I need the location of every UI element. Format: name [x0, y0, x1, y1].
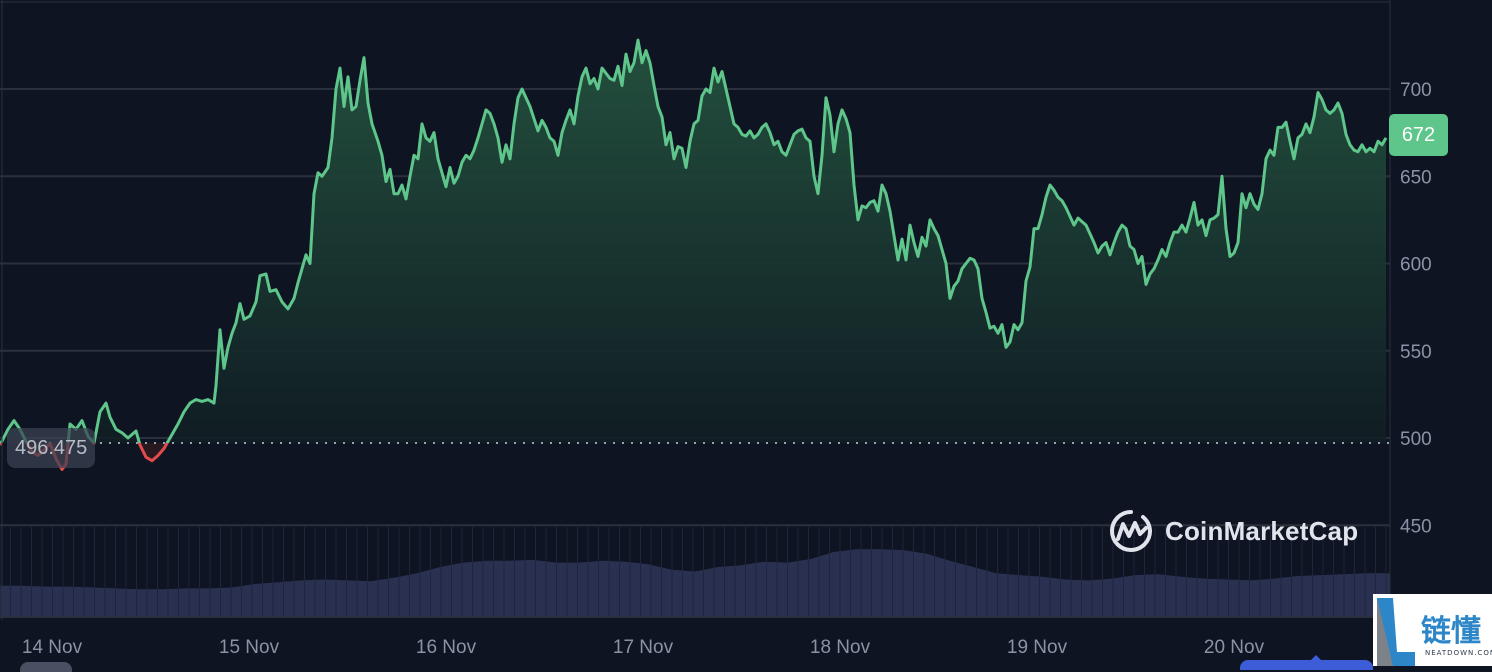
baseline-value-tag: 496.475	[7, 428, 96, 468]
y-tick-label: 550	[1400, 342, 1432, 363]
y-tick-label: 500	[1400, 429, 1432, 450]
volume-bars	[0, 527, 1390, 616]
watermark-text: CoinMarketCap	[1165, 515, 1359, 546]
price-area	[0, 40, 1386, 470]
current-price-tag: 672	[1389, 114, 1448, 156]
y-tick-label: 700	[1400, 80, 1432, 101]
x-tick-label: 15 Nov	[219, 637, 280, 658]
y-tick-label: 450	[1400, 516, 1432, 537]
neatdown-logo: 链懂 NEATDOWN.COM	[1373, 594, 1492, 666]
x-tick-label: 18 Nov	[810, 637, 871, 658]
range-selector-tip	[1310, 655, 1322, 661]
y-tick-label: 650	[1400, 167, 1432, 188]
price-line	[0, 38, 1388, 471]
range-selector-handle[interactable]	[1240, 660, 1373, 670]
x-tick-label: 16 Nov	[416, 637, 477, 658]
neatdown-l-icon	[1377, 598, 1415, 666]
y-axis-labels: 450 500 550 600 650 700	[1400, 80, 1432, 537]
x-tick-label: 19 Nov	[1007, 637, 1068, 658]
range-handle-left[interactable]	[20, 662, 72, 672]
x-axis-labels: 14 Nov 15 Nov 16 Nov 17 Nov 18 Nov 19 Nov 20 N…	[22, 637, 1265, 658]
x-tick-label: 14 Nov	[22, 637, 83, 658]
x-tick-label: 20 Nov	[1204, 637, 1265, 658]
neatdown-en-text: NEATDOWN.COM	[1425, 649, 1492, 657]
neatdown-cn-text: 链懂	[1421, 614, 1481, 649]
x-tick-label: 17 Nov	[613, 637, 674, 658]
coinmarketcap-logo-icon	[1110, 510, 1152, 552]
y-tick-label: 600	[1400, 255, 1432, 276]
coinmarketcap-watermark: CoinMarketCap	[1109, 508, 1358, 554]
